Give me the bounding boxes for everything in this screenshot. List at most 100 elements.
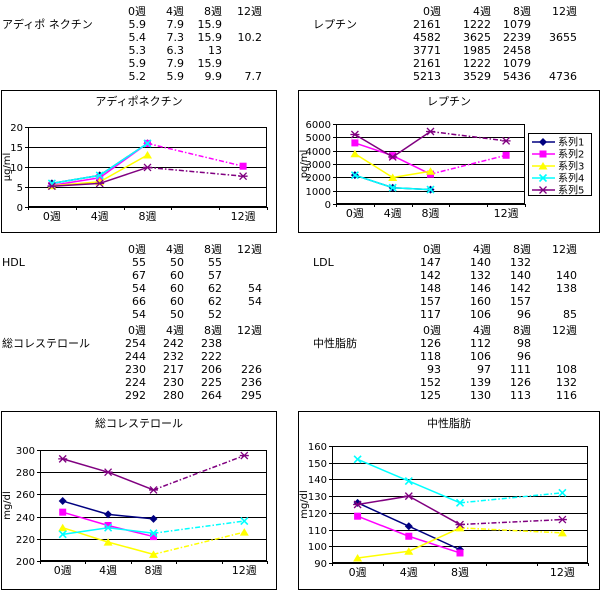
table-cell[interactable]: 108: [556, 363, 577, 376]
table-cell[interactable]: 5.4: [128, 31, 147, 44]
table-cell[interactable]: 54: [248, 295, 262, 308]
table-label-adiponectin[interactable]: アディポ ネクチン: [2, 18, 93, 31]
table-cell[interactable]: 5436: [503, 70, 531, 83]
table-cell[interactable]: 226: [241, 363, 262, 376]
table-cell[interactable]: 2239: [503, 31, 531, 44]
table-cell[interactable]: 3625: [463, 31, 491, 44]
table-cell[interactable]: 6.3: [166, 44, 185, 57]
table-cell[interactable]: 3771: [413, 44, 441, 57]
table-cell[interactable]: 60: [170, 269, 184, 282]
table-cell[interactable]: 116: [556, 389, 577, 402]
column-header[interactable]: 0週: [128, 243, 146, 256]
chart-adiponectin[interactable]: アディポネクチン 0 5 10 15 20 0週 4週 8週 12週 μg/ml: [1, 90, 277, 237]
table-cell[interactable]: 96: [517, 350, 531, 363]
column-header[interactable]: 12週: [552, 324, 577, 337]
column-header[interactable]: 4週: [166, 5, 184, 18]
table-cell[interactable]: 5.9: [128, 57, 147, 70]
column-header[interactable]: 4週: [166, 324, 184, 337]
table-cell[interactable]: 66: [132, 295, 146, 308]
column-header[interactable]: 8週: [204, 243, 222, 256]
table-cell[interactable]: 106: [470, 308, 491, 321]
table-cell[interactable]: 157: [510, 295, 531, 308]
table-cell[interactable]: 62: [208, 282, 222, 295]
column-header[interactable]: 8週: [513, 324, 531, 337]
table-cell[interactable]: 238: [201, 337, 222, 350]
chart-triglycerides[interactable]: 中性脂肪 90 100 110 120 130 140 150 160 0週 4週 8週 12週 mg/d…: [298, 411, 600, 592]
table-cell[interactable]: 98: [517, 337, 531, 350]
table-cell[interactable]: 292: [125, 389, 146, 402]
table-cell[interactable]: 85: [563, 308, 577, 321]
column-header[interactable]: 4週: [473, 243, 491, 256]
table-cell[interactable]: 118: [420, 350, 441, 363]
table-cell[interactable]: 140: [510, 269, 531, 282]
table-cell[interactable]: 7.9: [166, 57, 185, 70]
column-header[interactable]: 4週: [473, 324, 491, 337]
table-cell[interactable]: 60: [170, 282, 184, 295]
column-header[interactable]: 8週: [513, 5, 531, 18]
table-cell[interactable]: 206: [201, 363, 222, 376]
table-cell[interactable]: 132: [470, 269, 491, 282]
table-cell[interactable]: 2161: [413, 18, 441, 31]
table-cell[interactable]: 15.9: [197, 31, 223, 44]
chart-total-cholesterol[interactable]: 総コレステロール 200 220 240 260 280 300 0週 4週 8週 12週 mg/dl: [1, 411, 277, 592]
table-cell[interactable]: 5.9: [128, 18, 147, 31]
table-cell[interactable]: 97: [477, 363, 491, 376]
table-cell[interactable]: 54: [132, 308, 146, 321]
column-header[interactable]: 12週: [237, 324, 262, 337]
table-cell[interactable]: 2161: [413, 57, 441, 70]
table-cell[interactable]: 2458: [503, 44, 531, 57]
table-cell[interactable]: 112: [470, 337, 491, 350]
table-cell[interactable]: 7.7: [244, 70, 263, 83]
table-cell[interactable]: 146: [470, 282, 491, 295]
table-cell[interactable]: 7.9: [166, 18, 185, 31]
table-cell[interactable]: 160: [470, 295, 491, 308]
table-cell[interactable]: 5213: [413, 70, 441, 83]
table-cell[interactable]: 52: [208, 308, 222, 321]
column-header[interactable]: 8週: [513, 243, 531, 256]
table-cell[interactable]: 96: [517, 308, 531, 321]
table-cell[interactable]: 224: [125, 376, 146, 389]
table-cell[interactable]: 93: [427, 363, 441, 376]
table-cell[interactable]: 244: [125, 350, 146, 363]
table-cell[interactable]: 236: [241, 376, 262, 389]
column-header[interactable]: 4週: [166, 243, 184, 256]
table-cell[interactable]: 50: [170, 256, 184, 269]
column-header[interactable]: 0週: [423, 243, 441, 256]
table-cell[interactable]: 55: [208, 256, 222, 269]
table-cell[interactable]: 152: [420, 376, 441, 389]
table-cell[interactable]: 126: [510, 376, 531, 389]
table-cell[interactable]: 280: [163, 389, 184, 402]
table-cell[interactable]: 106: [470, 350, 491, 363]
table-cell[interactable]: 132: [510, 256, 531, 269]
table-cell[interactable]: 225: [201, 376, 222, 389]
table-cell[interactable]: 3655: [549, 31, 577, 44]
column-header[interactable]: 12週: [237, 5, 262, 18]
table-cell[interactable]: 15.9: [197, 18, 223, 31]
table-cell[interactable]: 1222: [463, 57, 491, 70]
table-cell[interactable]: 222: [201, 350, 222, 363]
table-cell[interactable]: 54: [248, 282, 262, 295]
table-cell[interactable]: 9.9: [204, 70, 223, 83]
table-cell[interactable]: 1222: [463, 18, 491, 31]
table-cell[interactable]: 126: [420, 337, 441, 350]
table-cell[interactable]: 125: [420, 389, 441, 402]
table-label-total-cholesterol[interactable]: 総コレステロール: [2, 337, 90, 350]
column-header[interactable]: 8週: [204, 324, 222, 337]
table-cell[interactable]: 1985: [463, 44, 491, 57]
column-header[interactable]: 0週: [423, 324, 441, 337]
table-cell[interactable]: 130: [470, 389, 491, 402]
table-cell[interactable]: 147: [420, 256, 441, 269]
table-cell[interactable]: 60: [170, 295, 184, 308]
table-cell[interactable]: 5.3: [128, 44, 147, 57]
table-cell[interactable]: 4736: [549, 70, 577, 83]
table-cell[interactable]: 5.2: [128, 70, 147, 83]
table-cell[interactable]: 15.9: [197, 57, 223, 70]
table-cell[interactable]: 111: [510, 363, 531, 376]
column-header[interactable]: 12週: [552, 5, 577, 18]
table-cell[interactable]: 5.9: [166, 70, 185, 83]
table-cell[interactable]: 264: [201, 389, 222, 402]
chart-leptin[interactable]: レプチン 0 1000 2000 3000 4000 5000 6000 0週 4週 8週 12週 pg…: [298, 90, 600, 237]
table-cell[interactable]: 140: [470, 256, 491, 269]
table-cell[interactable]: 55: [132, 256, 146, 269]
